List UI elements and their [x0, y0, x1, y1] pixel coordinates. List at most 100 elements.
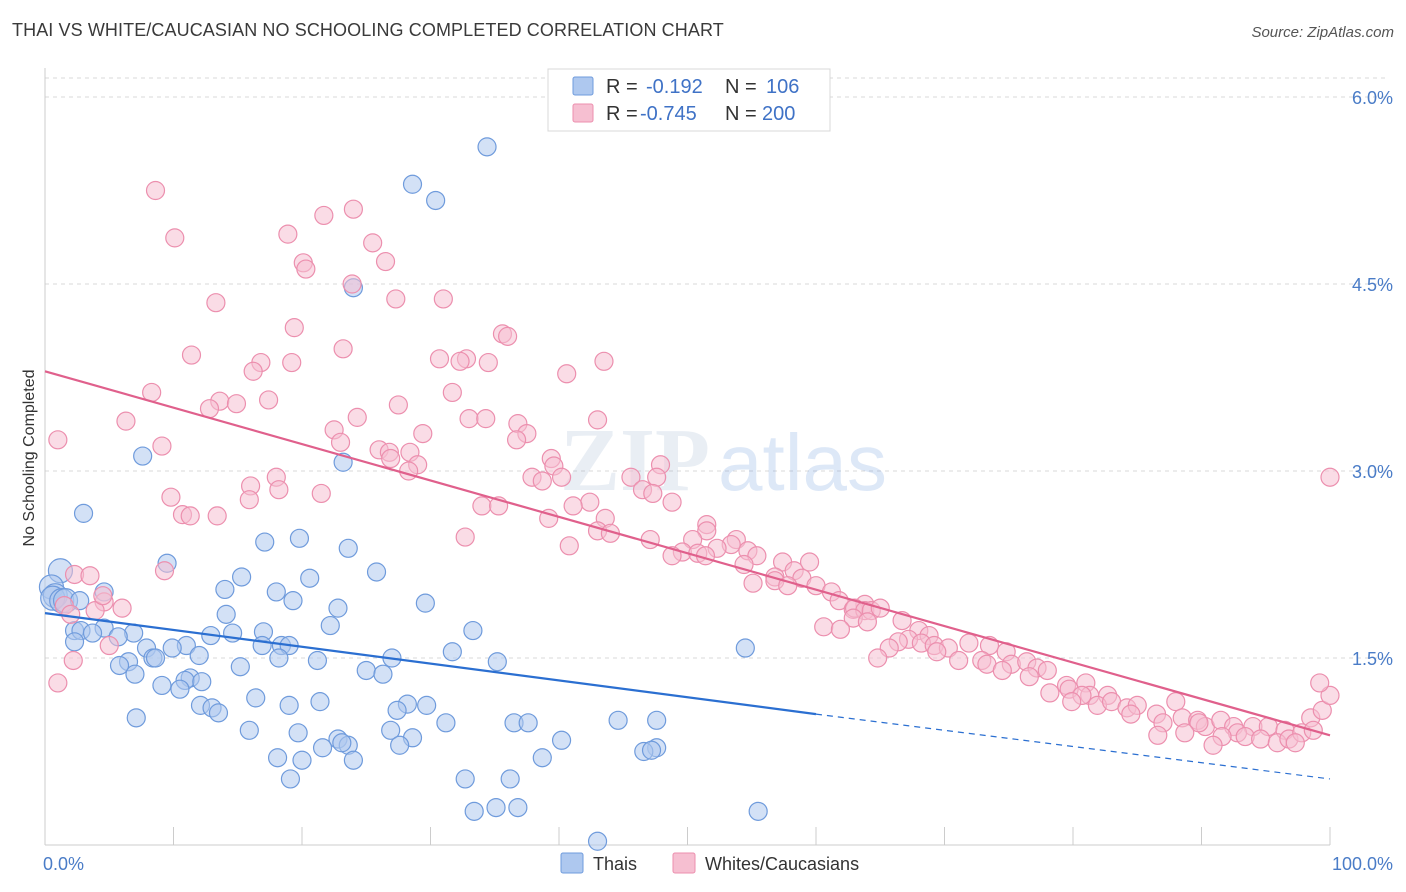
y-tick-label-2: 4.5% — [1352, 275, 1393, 295]
whites-point-5 — [363, 233, 383, 253]
legend-r-label-2: R = — [606, 103, 638, 125]
thais-trend-line — [44, 612, 817, 716]
whites-point-15 — [498, 326, 518, 346]
thais-point-81 — [239, 720, 259, 740]
whites-point-24 — [282, 352, 302, 373]
axes — [44, 68, 1331, 846]
chart-title: THAI VS WHITE/CAUCASIAN NO SCHOOLING COM… — [12, 20, 724, 40]
thais-point-57 — [230, 657, 250, 677]
thais-point-32 — [320, 615, 340, 636]
whites-point-152 — [1040, 683, 1060, 703]
thais-point-71 — [387, 700, 407, 720]
whites-point-66 — [643, 483, 663, 504]
thais-point-70 — [417, 695, 437, 715]
whites-point-59 — [621, 467, 641, 487]
thais-point-100 — [500, 769, 520, 789]
whites-point-106 — [743, 573, 763, 593]
legend: R = -0.192 N = 106 R = -0.745 N = 200 — [547, 68, 831, 132]
whites-point-53 — [399, 461, 419, 481]
whites-point-156 — [1062, 692, 1082, 712]
thais-point-83 — [288, 723, 308, 743]
whites-point-140 — [949, 650, 969, 671]
thais-point-66 — [246, 688, 266, 708]
thais-point-65 — [170, 679, 190, 699]
thais-point-8 — [289, 528, 310, 548]
legend-swatch-thais — [572, 76, 594, 96]
whites-point-161 — [1166, 692, 1186, 712]
whites-point-22 — [594, 351, 614, 371]
thais-point-82 — [381, 720, 401, 740]
whites-point-16 — [333, 339, 353, 359]
whites-point-125 — [814, 617, 834, 637]
thais-point-104 — [748, 801, 768, 821]
whites-point-89 — [559, 536, 579, 556]
thais-point-99 — [455, 769, 475, 789]
whites-point-72 — [472, 496, 492, 516]
whites-point-30 — [226, 394, 247, 414]
whites-point-100 — [154, 561, 175, 581]
whites-point-69 — [662, 492, 682, 512]
thais-point-39 — [64, 632, 85, 652]
thais-point-47 — [442, 642, 462, 662]
whites-point-32 — [388, 395, 408, 415]
legend-n-value-2: 200 — [762, 103, 795, 125]
whites-point-42 — [413, 424, 433, 444]
thais-point-48 — [189, 645, 209, 666]
whites-point-21 — [478, 352, 498, 373]
whites-point-74 — [207, 506, 227, 526]
whites-point-12 — [433, 289, 453, 309]
whites-point-102 — [80, 566, 100, 586]
legend-r-value-1: -0.192 — [646, 76, 703, 98]
thais-point-56 — [109, 655, 130, 676]
whites-point-148 — [1019, 667, 1039, 687]
legend-n-value-1: 106 — [766, 76, 799, 98]
thais-point-6 — [73, 503, 94, 523]
whites-point-186 — [1285, 733, 1305, 753]
y-axis-label: No Schooling Completed — [21, 370, 38, 547]
whites-point-170 — [1189, 713, 1209, 733]
thais-point-87 — [390, 735, 410, 755]
whites-point-4 — [278, 224, 298, 244]
whites-point-97 — [799, 552, 820, 572]
thais-point-27 — [216, 604, 236, 624]
thais-point-14 — [300, 568, 320, 588]
whites-point-63 — [269, 480, 289, 500]
y-tick-label-0: 1.5% — [1352, 649, 1393, 669]
y-tick-label-1: 3.0% — [1352, 462, 1393, 482]
source-label: Source: ZipAtlas.com — [1251, 24, 1394, 41]
whites-point-37 — [459, 409, 479, 429]
thais-point-80 — [436, 713, 456, 733]
whites-point-181 — [1251, 729, 1271, 749]
whites-point-146 — [992, 660, 1012, 681]
whites-point-48 — [48, 430, 68, 450]
whites-point-64 — [311, 483, 331, 504]
x-tick-label-1: 100.0% — [1332, 854, 1393, 874]
whites-point-10 — [206, 293, 226, 313]
whites-point-81 — [697, 521, 717, 541]
thais-point-97 — [332, 733, 352, 753]
thais-point-103 — [464, 801, 484, 821]
whites-point-76 — [180, 506, 200, 526]
thais-point-4 — [133, 446, 153, 466]
whites-point-176 — [1320, 685, 1340, 706]
bottom-swatch-whites — [672, 852, 696, 874]
whites-point-189 — [1148, 725, 1168, 745]
thais-point-12 — [366, 562, 387, 582]
thais-point-10 — [338, 538, 358, 558]
whites-point-57 — [647, 467, 667, 487]
whites-point-71 — [563, 496, 583, 516]
y-tick-label-3: 6.0% — [1352, 88, 1393, 108]
bottom-legend-whites: Whites/Caucasians — [705, 854, 859, 874]
whites-point-67 — [161, 487, 181, 507]
whites-point-43 — [330, 432, 351, 452]
thais-point-41 — [252, 635, 272, 656]
whites-point-193 — [48, 673, 68, 693]
whites-point-190 — [1320, 467, 1340, 487]
thais-point-17 — [215, 579, 235, 600]
thais-point-105 — [587, 831, 608, 851]
whites-point-8 — [296, 259, 316, 279]
thais-trend-extension — [815, 713, 1331, 780]
x-tick-label-0: 0.0% — [43, 854, 84, 874]
thais-point-58 — [125, 664, 145, 684]
